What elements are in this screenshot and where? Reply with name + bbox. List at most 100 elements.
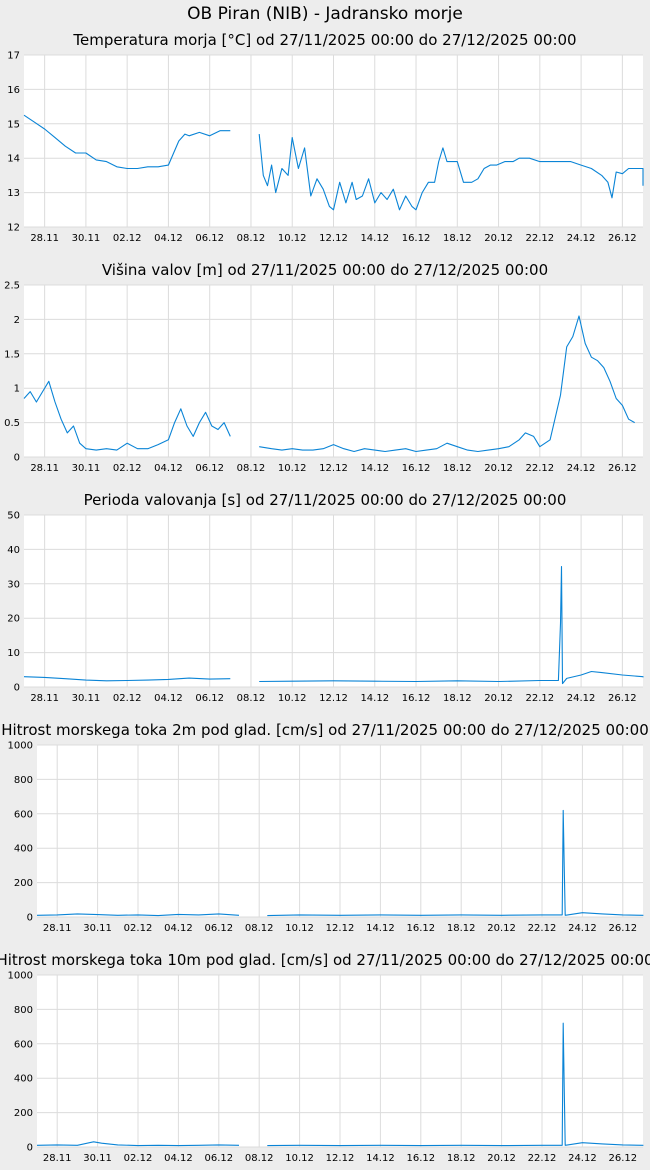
x-tick-label: 30.11	[83, 1153, 112, 1164]
series-line	[36, 913, 240, 917]
series-line	[23, 380, 231, 451]
x-tick-label: 12.12	[326, 923, 355, 934]
chart-title: Perioda valovanja [s] od 27/11/2025 00:0…	[84, 491, 567, 509]
y-tick-label: 17	[7, 51, 20, 62]
x-tick-label: 16.12	[406, 923, 435, 934]
y-tick-label: 800	[14, 1005, 33, 1016]
y-tick-label: 0.5	[4, 418, 20, 429]
x-tick-label: 08.12	[237, 693, 266, 704]
x-tick-label: 20.12	[484, 463, 513, 474]
x-tick-label: 22.12	[528, 923, 557, 934]
y-tick-label: 50	[7, 511, 20, 522]
x-tick-label: 22.12	[526, 233, 555, 244]
x-tick-label: 26.12	[608, 693, 637, 704]
x-tick-label: 10.12	[278, 463, 307, 474]
series-line	[23, 676, 231, 682]
x-tick-label: 20.12	[484, 233, 513, 244]
x-tick-label: 24.12	[568, 1153, 597, 1164]
x-tick-label: 08.12	[237, 233, 266, 244]
y-tick-label: 800	[14, 775, 33, 786]
y-tick-label: 20	[7, 614, 20, 625]
chart-3: Perioda valovanja [s] od 27/11/2025 00:0…	[7, 491, 644, 704]
x-tick-label: 18.12	[447, 923, 476, 934]
chart-title: Višina valov [m] od 27/11/2025 00:00 do …	[102, 261, 548, 279]
x-tick-label: 10.12	[285, 923, 314, 934]
x-tick-label: 24.12	[567, 233, 596, 244]
x-tick-label: 30.11	[72, 693, 101, 704]
y-tick-label: 400	[14, 844, 33, 855]
x-tick-label: 18.12	[443, 463, 472, 474]
x-tick-label: 02.12	[113, 233, 142, 244]
x-tick-label: 16.12	[402, 463, 431, 474]
x-tick-label: 26.12	[608, 923, 637, 934]
x-tick-label: 22.12	[526, 463, 555, 474]
x-tick-label: 06.12	[204, 923, 233, 934]
x-tick-label: 14.12	[360, 463, 389, 474]
x-tick-label: 28.11	[30, 693, 59, 704]
x-tick-label: 04.12	[164, 1153, 193, 1164]
x-tick-label: 02.12	[124, 923, 153, 934]
x-tick-label: 08.12	[245, 923, 274, 934]
chart-title: Hitrost morskega toka 2m pod glad. [cm/s…	[1, 721, 649, 739]
y-tick-label: 200	[14, 878, 33, 889]
x-tick-label: 28.11	[43, 1153, 72, 1164]
series-line	[267, 1022, 644, 1147]
x-tick-label: 22.12	[528, 1153, 557, 1164]
x-tick-label: 06.12	[204, 1153, 233, 1164]
chart-title: Temperatura morja [°C] od 27/11/2025 00:…	[72, 31, 576, 49]
x-tick-label: 04.12	[154, 463, 183, 474]
x-tick-label: 26.12	[608, 1153, 637, 1164]
x-tick-label: 14.12	[360, 233, 389, 244]
series-line	[23, 114, 231, 170]
y-tick-label: 40	[7, 545, 20, 556]
x-tick-label: 14.12	[360, 693, 389, 704]
x-tick-label: 18.12	[447, 1153, 476, 1164]
x-tick-label: 04.12	[164, 923, 193, 934]
y-tick-label: 13	[7, 188, 20, 199]
y-tick-label: 200	[14, 1108, 33, 1119]
x-tick-label: 30.11	[72, 233, 101, 244]
x-tick-label: 04.12	[154, 233, 183, 244]
x-tick-label: 18.12	[443, 693, 472, 704]
x-tick-label: 20.12	[487, 1153, 516, 1164]
x-tick-label: 24.12	[568, 923, 597, 934]
x-tick-label: 08.12	[237, 463, 266, 474]
y-tick-label: 14	[7, 154, 20, 165]
x-tick-label: 02.12	[124, 1153, 153, 1164]
y-tick-label: 12	[7, 223, 20, 234]
series-line	[36, 1141, 240, 1147]
x-tick-label: 28.11	[43, 923, 72, 934]
y-tick-label: 600	[14, 1039, 33, 1050]
x-tick-label: 16.12	[402, 693, 431, 704]
y-tick-label: 0	[27, 913, 33, 924]
y-tick-label: 1.5	[4, 349, 20, 360]
page-title: OB Piran (NIB) - Jadransko morje	[187, 4, 463, 24]
x-tick-label: 02.12	[113, 463, 142, 474]
chart-2: Višina valov [m] od 27/11/2025 00:00 do …	[4, 261, 643, 474]
x-tick-label: 28.11	[30, 463, 59, 474]
y-tick-label: 30	[7, 579, 20, 590]
series-line	[259, 315, 635, 453]
x-tick-label: 28.11	[30, 233, 59, 244]
y-tick-label: 600	[14, 809, 33, 820]
x-tick-label: 30.11	[83, 923, 112, 934]
chart-4: Hitrost morskega toka 2m pod glad. [cm/s…	[1, 721, 649, 934]
x-tick-label: 22.12	[526, 693, 555, 704]
series-line	[259, 566, 644, 685]
series-line	[267, 809, 644, 917]
chart-title: Hitrost morskega toka 10m pod glad. [cm/…	[0, 951, 650, 969]
x-tick-label: 06.12	[195, 463, 224, 474]
chart-5: Hitrost morskega toka 10m pod glad. [cm/…	[0, 951, 650, 1164]
x-tick-label: 10.12	[285, 1153, 314, 1164]
x-tick-label: 04.12	[154, 693, 183, 704]
y-tick-label: 1	[14, 384, 20, 395]
x-tick-label: 10.12	[278, 693, 307, 704]
x-tick-label: 20.12	[484, 693, 513, 704]
y-tick-label: 10	[7, 648, 20, 659]
series-line	[258, 134, 644, 211]
y-tick-label: 400	[14, 1074, 33, 1085]
y-tick-label: 1000	[8, 971, 33, 982]
x-tick-label: 14.12	[366, 923, 395, 934]
x-tick-label: 26.12	[608, 463, 637, 474]
